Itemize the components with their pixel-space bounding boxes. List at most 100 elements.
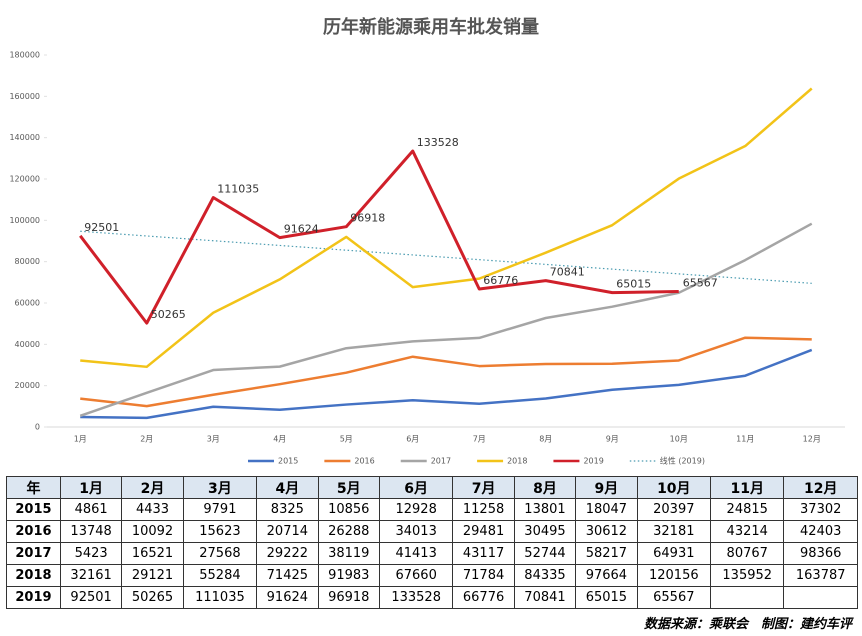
y-tick-label: 180000: [9, 51, 40, 60]
row-label: 2017: [6, 542, 61, 565]
series-line: [79, 222, 813, 417]
table-header: 年: [6, 476, 61, 499]
series-line: [80, 87, 813, 369]
table-cell: 98366: [783, 542, 858, 565]
data-label: 50265: [151, 308, 186, 321]
table-cell: 29121: [121, 564, 184, 587]
data-label: 65015: [616, 278, 651, 291]
table-cell: 16521: [121, 542, 184, 565]
table-cell: 80767: [710, 542, 785, 565]
row-label: 2016: [6, 520, 61, 543]
x-tick-label: 4月: [273, 435, 286, 444]
legend-label: 2017: [431, 457, 451, 466]
table-cell: 50265: [121, 586, 184, 609]
series-line: [80, 348, 813, 420]
table-cell: 4433: [121, 498, 184, 521]
table-cell: 26288: [317, 520, 380, 543]
table-row: 2015 4861 4433 9791 8325 10856 12928 11258 13801…: [6, 498, 858, 521]
x-tick-label: 3月: [207, 435, 220, 444]
table-cell: 34013: [378, 520, 454, 543]
y-tick-label: 60000: [15, 299, 40, 308]
table-cell: 97664: [575, 564, 638, 587]
table-header: 10月: [636, 476, 712, 499]
data-label: 70841: [550, 266, 585, 279]
x-tick-label: 7月: [473, 435, 486, 444]
y-tick-label: 0: [35, 423, 40, 432]
x-tick-label: 12月: [803, 435, 821, 444]
table-cell: 58217: [575, 542, 638, 565]
table-cell: 70841: [513, 586, 577, 609]
table-header: 5月: [317, 476, 380, 499]
table-cell: 12928: [378, 498, 454, 521]
table-cell: 13748: [59, 520, 123, 543]
table-cell: 65567: [636, 586, 712, 609]
y-tick-label: 120000: [9, 175, 40, 184]
table-cell: 30612: [575, 520, 638, 543]
table-cell: 32181: [636, 520, 712, 543]
row-label: 2018: [6, 564, 61, 587]
y-tick-label: 80000: [15, 257, 40, 266]
legend-label: 2015: [278, 457, 298, 466]
table-cell: 43117: [452, 542, 515, 565]
series-line: [79, 149, 679, 325]
table-header: 2月: [121, 476, 184, 499]
table-cell: 65015: [575, 586, 638, 609]
table-header: 8月: [513, 476, 577, 499]
table-cell: 67660: [378, 564, 454, 587]
table-cell: 42403: [783, 520, 858, 543]
table-cell: 91624: [256, 586, 319, 609]
legend-label: 2019: [583, 457, 603, 466]
table-cell: 96918: [317, 586, 380, 609]
data-label: 66776: [483, 274, 518, 287]
data-label: 65567: [683, 276, 718, 289]
table-cell: 120156: [636, 564, 712, 587]
x-tick-label: 6月: [406, 435, 419, 444]
table-cell: 30495: [513, 520, 577, 543]
table-header: 4月: [256, 476, 319, 499]
y-tick-label: 100000: [9, 216, 40, 225]
table-cell: 4861: [59, 498, 123, 521]
table-cell: 5423: [59, 542, 123, 565]
table-cell: 38119: [317, 542, 380, 565]
table-row: 2016 13748 10092 15623 20714 26288 34013 29481 3…: [6, 520, 858, 543]
table-cell: 52744: [513, 542, 577, 565]
data-label: 111035: [217, 183, 259, 196]
legend-label: 线性 (2019): [660, 456, 705, 466]
table-cell: 8325: [256, 498, 319, 521]
table-cell: 71425: [256, 564, 319, 587]
x-tick-label: 5月: [340, 435, 353, 444]
table-cell: 29222: [256, 542, 319, 565]
table-row: 2017 5423 16521 27568 29222 38119 41413 43117 52…: [6, 542, 858, 565]
x-tick-label: 2月: [140, 435, 153, 444]
table-header: 7月: [452, 476, 515, 499]
x-tick-label: 11月: [736, 435, 754, 444]
table-cell: 66776: [452, 586, 515, 609]
x-tick-label: 8月: [539, 435, 552, 444]
row-label: 2019: [6, 586, 61, 609]
y-tick-label: 140000: [9, 133, 40, 142]
table-cell: 9791: [182, 498, 258, 521]
x-tick-label: 1月: [74, 435, 87, 444]
legend-label: 2016: [354, 457, 374, 466]
table-row: 2019 92501 50265 111035 91624 96918 133528 6677…: [6, 586, 858, 609]
table-cell: 43214: [710, 520, 785, 543]
series-line: [80, 336, 812, 408]
data-table: 年 1月 2月 3月 4月 5月 6月 7月 8月 9月 10月 11月 12月 2015 4861 4433…: [6, 476, 858, 609]
table-row: 2018 32161 29121 55284 71425 91983 67660 71784 8…: [6, 564, 858, 587]
table-cell: 92501: [59, 586, 123, 609]
table-header: 1月: [59, 476, 123, 499]
legend-label: 2018: [507, 457, 527, 466]
table-cell: 10092: [121, 520, 184, 543]
table-cell: 10856: [317, 498, 380, 521]
table-header: 6月: [378, 476, 454, 499]
y-tick-label: 40000: [15, 340, 40, 349]
table-cell: 64931: [636, 542, 712, 565]
y-tick-label: 20000: [15, 381, 40, 390]
table-cell: 37302: [783, 498, 858, 521]
table-cell: [710, 586, 785, 609]
table-cell: 20397: [636, 498, 712, 521]
table-cell: 163787: [783, 564, 858, 587]
y-tick-label: 160000: [9, 92, 40, 101]
table-cell: 32161: [59, 564, 123, 587]
